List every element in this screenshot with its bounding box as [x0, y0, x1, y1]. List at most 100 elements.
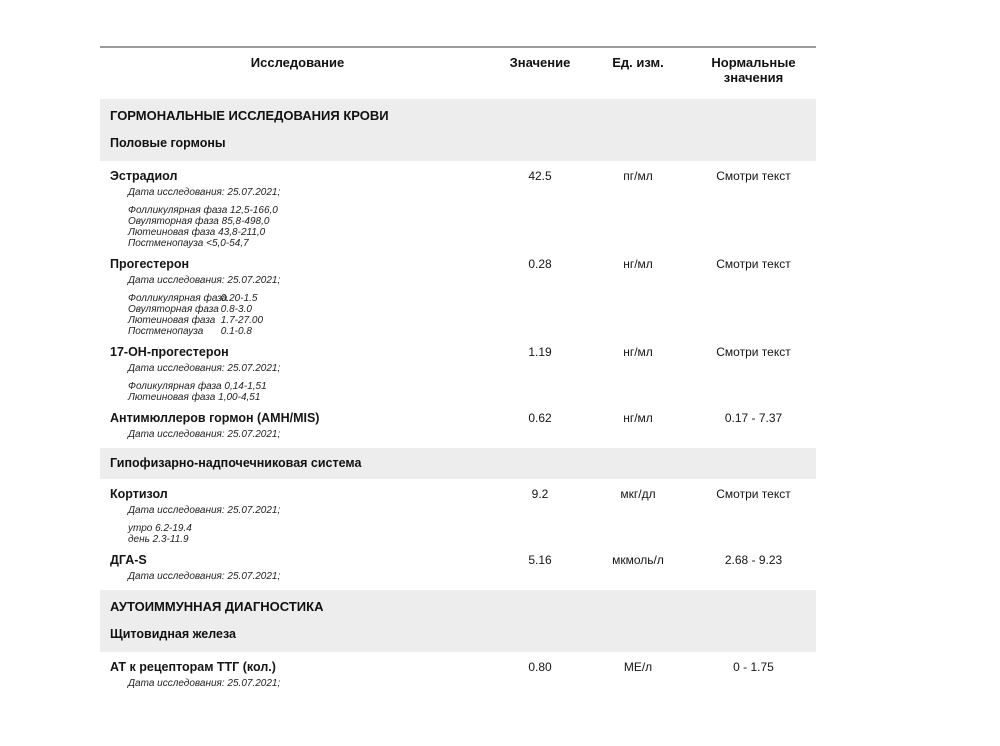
test-value: 0.62: [528, 411, 552, 425]
test-row-main: Кортизол 9.2 мкг/дл Смотри текст: [100, 487, 816, 502]
test-name: 17-OH-прогестерон: [110, 345, 229, 359]
test-date: Дата исследования: 25.07.2021;: [128, 275, 281, 286]
column-header-value: Значение: [509, 55, 571, 70]
test-date: Дата исследования: 25.07.2021;: [128, 363, 281, 374]
reference-line: Овуляторная фаза 0.8-3.0: [128, 304, 816, 315]
test-name: Прогестерон: [110, 257, 190, 271]
test-row-dhea-s: ДГА-S 5.16 мкмоль/л 2.68 - 9.23 Дата исс…: [100, 545, 816, 582]
reference-range: 0,14-1,51: [224, 381, 267, 392]
test-normal: 0 - 1.75: [733, 660, 774, 674]
test-name: Кортизол: [110, 487, 168, 501]
reference-line: Лютеиновая фаза 1,00-4,51: [128, 392, 816, 403]
test-name: ДГА-S: [110, 553, 147, 567]
test-row-cortisol: Кортизол 9.2 мкг/дл Смотри текст Дата ис…: [100, 479, 816, 545]
reference-label: Фолликулярная фаза: [128, 205, 228, 216]
reference-range: 12,5-166,0: [230, 205, 278, 216]
test-name: Эстрадиол: [110, 169, 178, 183]
test-normal: Смотри текст: [716, 257, 791, 271]
test-unit: нг/мл: [623, 257, 653, 271]
reference-ranges: Фоликулярная фаза 0,14-1,51 Лютеиновая ф…: [128, 381, 816, 403]
test-value: 1.19: [528, 345, 552, 359]
test-normal: Смотри текст: [716, 487, 791, 501]
reference-line: Лютеиновая фаза 43,8-211,0: [128, 227, 816, 238]
reference-range: 2.3-11.9: [152, 534, 189, 545]
test-value: 42.5: [528, 169, 552, 183]
test-row-estradiol: Эстрадиол 42.5 пг/мл Смотри текст Дата и…: [100, 161, 816, 249]
table-header: Исследование Значение Ед. изм. Нормальны…: [100, 48, 816, 91]
test-row-17oh-progesterone: 17-OH-прогестерон 1.19 нг/мл Смотри текс…: [100, 337, 816, 403]
test-row-main: ДГА-S 5.16 мкмоль/л 2.68 - 9.23: [100, 553, 816, 568]
test-unit: МЕ/л: [623, 660, 653, 674]
column-header-test: Исследование: [250, 55, 345, 70]
section-band-hormonal: ГОРМОНАЛЬНЫЕ ИССЛЕДОВАНИЯ КРОВИ Половые …: [100, 99, 816, 161]
test-unit: пг/мл: [623, 169, 653, 183]
test-date: Дата исследования: 25.07.2021;: [128, 187, 281, 198]
test-row-main: Эстрадиол 42.5 пг/мл Смотри текст: [100, 169, 816, 184]
test-date: Дата исследования: 25.07.2021;: [128, 678, 281, 689]
reference-label: Овуляторная фаза: [128, 216, 219, 227]
reference-label: Лютеиновая фаза: [128, 227, 216, 238]
test-unit: мкмоль/л: [612, 553, 664, 567]
test-value: 0.80: [528, 660, 552, 674]
reference-label: день: [128, 534, 150, 545]
reference-label: Фоликулярная фаза: [128, 381, 222, 392]
reference-label: Постменопауза: [128, 326, 204, 337]
group-title: Гипофизарно-надпочечниковая система: [110, 456, 362, 470]
reference-line: утро 6.2-19.4: [128, 523, 816, 534]
test-date: Дата исследования: 25.07.2021;: [128, 429, 281, 440]
test-unit: мкг/дл: [620, 487, 656, 501]
reference-range: <5,0-54,7: [206, 238, 249, 249]
test-name: Антимюллеров гормон (AMH/MIS): [110, 411, 320, 425]
reference-label: утро: [128, 523, 153, 534]
reference-range: 1,00-4,51: [218, 392, 261, 403]
test-normal: 2.68 - 9.23: [724, 553, 783, 567]
reference-label: Фолликулярная фаза: [128, 293, 228, 304]
test-row-tsh-receptor-ab: АТ к рецепторам ТТГ (кол.) 0.80 МЕ/л 0 -…: [100, 652, 816, 689]
reference-range: 0.8-3.0: [220, 304, 252, 315]
reference-label: Лютеиновая фаза: [128, 392, 216, 403]
section-title: ГОРМОНАЛЬНЫЕ ИССЛЕДОВАНИЯ КРОВИ: [110, 108, 389, 123]
reference-line: Постменопауза 0.1-0.8: [128, 326, 816, 337]
section-band-pituitary-adrenal: Гипофизарно-надпочечниковая система: [100, 448, 816, 479]
reference-line: Лютеиновая фаза 1.7-27.00: [128, 315, 816, 326]
test-unit: нг/мл: [623, 345, 653, 359]
column-header-unit: Ед. изм.: [612, 55, 664, 70]
reference-ranges: Фолликулярная фаза 12,5-166,0 Овуляторна…: [128, 205, 816, 249]
reference-range: 1.7-27.00: [220, 315, 264, 326]
test-value: 5.16: [528, 553, 552, 567]
reference-label: Овуляторная фаза: [128, 304, 219, 315]
lab-report-document: Исследование Значение Ед. изм. Нормальны…: [100, 46, 816, 689]
test-value: 0.28: [528, 257, 552, 271]
test-row-main: 17-OH-прогестерон 1.19 нг/мл Смотри текс…: [100, 345, 816, 360]
test-row-main: Прогестерон 0.28 нг/мл Смотри текст: [100, 257, 816, 272]
reference-line: Фолликулярная фаза 12,5-166,0: [128, 205, 816, 216]
reference-range: 0.1-0.8: [220, 326, 252, 337]
group-title: Щитовидная железа: [110, 627, 236, 641]
column-header-normal: Нормальные значения: [711, 55, 796, 85]
test-row-progesterone: Прогестерон 0.28 нг/мл Смотри текст Дата…: [100, 249, 816, 337]
reference-line: Постменопауза <5,0-54,7: [128, 238, 816, 249]
test-normal: Смотри текст: [716, 169, 791, 183]
reference-label: Постменопауза: [128, 238, 204, 249]
test-row-main: Антимюллеров гормон (AMH/MIS) 0.62 нг/мл…: [100, 411, 816, 426]
test-row-amh: Антимюллеров гормон (AMH/MIS) 0.62 нг/мл…: [100, 403, 816, 440]
test-normal: Смотри текст: [716, 345, 791, 359]
reference-label: Лютеиновая фаза: [128, 315, 216, 326]
group-title: Половые гормоны: [110, 136, 226, 150]
reference-range: 85,8-498,0: [221, 216, 270, 227]
test-date: Дата исследования: 25.07.2021;: [128, 505, 281, 516]
reference-range: 6.2-19.4: [155, 523, 192, 534]
reference-ranges: Фолликулярная фаза 0.20-1.5 Овуляторная …: [128, 293, 816, 337]
test-name: АТ к рецепторам ТТГ (кол.): [110, 660, 276, 674]
reference-line: Овуляторная фаза 85,8-498,0: [128, 216, 816, 227]
reference-line: Фоликулярная фаза 0,14-1,51: [128, 381, 816, 392]
reference-range: 0.20-1.5: [220, 293, 258, 304]
test-date: Дата исследования: 25.07.2021;: [128, 571, 281, 582]
section-title: АУТОИММУННАЯ ДИАГНОСТИКА: [110, 599, 324, 614]
reference-ranges: утро 6.2-19.4 день 2.3-11.9: [128, 523, 816, 545]
test-unit: нг/мл: [623, 411, 653, 425]
reference-line: Фолликулярная фаза 0.20-1.5: [128, 293, 816, 304]
test-value: 9.2: [531, 487, 549, 501]
test-normal: 0.17 - 7.37: [724, 411, 783, 425]
section-band-autoimmune: АУТОИММУННАЯ ДИАГНОСТИКА Щитовидная желе…: [100, 590, 816, 652]
